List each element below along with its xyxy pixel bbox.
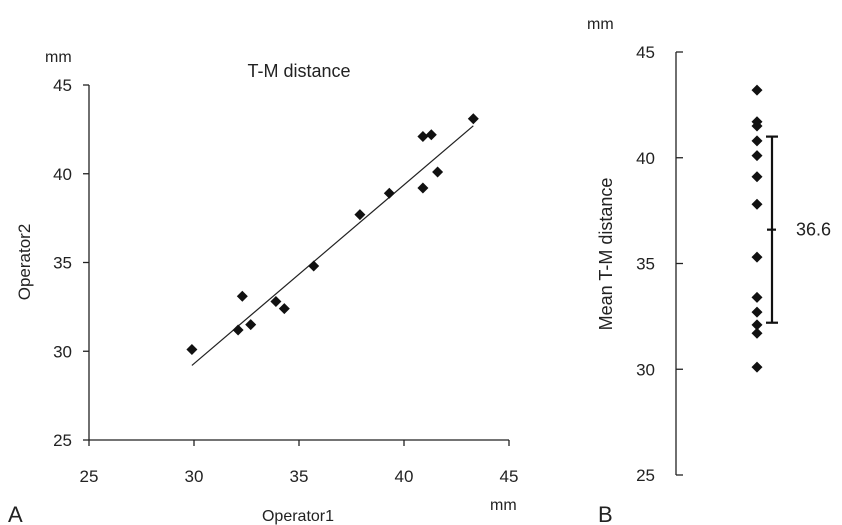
panel-a-y-tick-label: 45 [53, 76, 72, 95]
panel-a-title: T-M distance [247, 61, 350, 81]
panel-b-y-axis-title: Mean T-M distance [596, 178, 616, 331]
panel-a-x-tick-label: 35 [290, 467, 309, 486]
panel-a-point [432, 166, 444, 178]
panel-b-y-tick-label: 40 [636, 149, 655, 168]
panel-a-y-tick-label: 35 [53, 254, 72, 273]
panel-a-y-unit: mm [45, 49, 72, 66]
panel-a-point [425, 129, 437, 141]
panel-b-point [751, 198, 763, 210]
panel-b-point [751, 251, 763, 263]
panel-b-error-bar [766, 135, 778, 324]
panel-a-point [467, 113, 479, 125]
panel-a-point [354, 209, 366, 221]
panel-b-point [751, 171, 763, 183]
panel-b-y-tick-label: 35 [636, 255, 655, 274]
panel-a-x-tick-label: 25 [80, 467, 99, 486]
panel-a-x-tick-label: 40 [395, 467, 414, 486]
panel-a-x-unit: mm [490, 497, 517, 514]
panel-a-point [232, 324, 244, 336]
panel-b-mean-label: 36.6 [796, 220, 831, 240]
panel-a-point [270, 296, 282, 308]
panel-b-y-tick-label: 45 [636, 43, 655, 62]
panel-a-y-tick-label: 40 [53, 165, 72, 184]
panel-b-point [751, 135, 763, 147]
panel-b-dotplot: mm Mean T-M distance B 25 30 35 40 45 36.6 [587, 16, 831, 525]
panel-b-point [751, 327, 763, 339]
panel-b-point [751, 84, 763, 96]
panel-a-y-ticks: 25 30 35 40 45 [53, 76, 89, 450]
panel-b-point [751, 319, 763, 331]
panel-b-points [751, 84, 763, 373]
panel-a-point [245, 319, 257, 331]
panel-a-x-tick-label: 45 [500, 467, 519, 486]
panel-a-points [186, 113, 479, 355]
panel-a-point [236, 290, 248, 302]
panel-a-point [186, 343, 198, 355]
panel-b-point [751, 120, 763, 132]
panel-b-point [751, 361, 763, 373]
panel-b-y-ticks: 25 30 35 40 45 [636, 43, 683, 485]
panel-a-x-axis-title: Operator1 [262, 508, 334, 525]
panel-a-label: A [8, 502, 23, 525]
panel-a-point [417, 182, 429, 194]
panel-a-point [417, 130, 429, 142]
panel-b-y-tick-label: 25 [636, 466, 655, 485]
panel-b-point [751, 150, 763, 162]
panel-a-x-tick-label: 30 [185, 467, 204, 486]
panel-a-y-tick-label: 30 [53, 342, 72, 361]
panel-b-point [751, 291, 763, 303]
panel-a-scatter: T-M distance mm mm Operator1 Operator2 A… [8, 49, 518, 525]
panel-a-point [278, 303, 290, 315]
panel-b-y-unit: mm [587, 16, 614, 33]
panel-a-point [308, 260, 320, 272]
panel-a-y-tick-label: 25 [53, 431, 72, 450]
panel-b-point [751, 306, 763, 318]
panel-b-label: B [598, 502, 613, 525]
panel-a-y-axis-title: Operator2 [15, 224, 34, 301]
panel-a-x-ticks: 25 30 35 40 45 [80, 440, 519, 486]
panel-b-y-tick-label: 30 [636, 360, 655, 379]
panel-a-point [383, 187, 395, 199]
